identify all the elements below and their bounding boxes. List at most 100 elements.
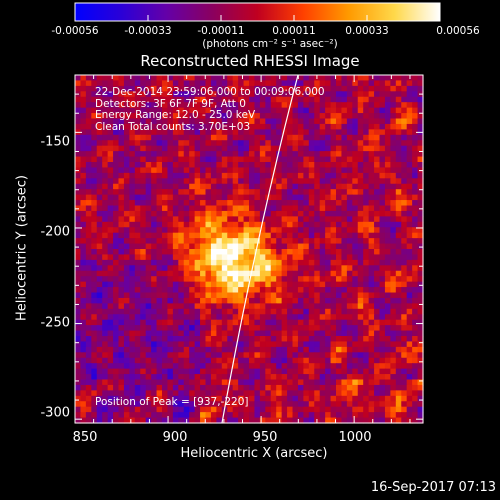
image-pixel — [102, 406, 109, 413]
image-pixel — [221, 107, 228, 114]
image-pixel — [406, 118, 413, 125]
image-pixel — [113, 330, 120, 337]
image-pixel — [194, 123, 201, 130]
image-pixel — [145, 227, 152, 234]
image-pixel — [297, 281, 304, 288]
image-pixel — [308, 281, 315, 288]
image-pixel — [346, 276, 353, 283]
image-pixel — [281, 330, 288, 337]
image-pixel — [276, 243, 283, 250]
image-pixel — [379, 406, 386, 413]
image-pixel — [363, 129, 370, 136]
image-pixel — [254, 140, 261, 147]
image-pixel — [172, 205, 179, 212]
image-pixel — [156, 406, 163, 413]
image-pixel — [363, 102, 370, 109]
image-pixel — [194, 118, 201, 125]
image-pixel — [162, 417, 169, 424]
image-pixel — [227, 91, 234, 98]
image-pixel — [341, 390, 348, 397]
image-pixel — [129, 156, 136, 163]
image-pixel — [259, 314, 266, 321]
image-pixel — [194, 303, 201, 310]
image-pixel — [346, 91, 353, 98]
image-pixel — [314, 374, 321, 381]
image-pixel — [412, 406, 419, 413]
image-pixel — [162, 341, 169, 348]
image-pixel — [254, 352, 261, 359]
image-pixel — [314, 319, 321, 326]
image-pixel — [276, 357, 283, 364]
image-pixel — [145, 221, 152, 228]
image-pixel — [265, 406, 272, 413]
image-pixel — [91, 401, 98, 408]
image-pixel — [401, 151, 408, 158]
image-pixel — [336, 352, 343, 359]
image-pixel — [189, 346, 196, 353]
image-pixel — [189, 330, 196, 337]
image-pixel — [145, 129, 152, 136]
image-pixel — [270, 194, 277, 201]
image-pixel — [243, 140, 250, 147]
image-pixel — [221, 167, 228, 174]
image-pixel — [156, 303, 163, 310]
image-pixel — [265, 243, 272, 250]
image-pixel — [259, 227, 266, 234]
image-pixel — [341, 243, 348, 250]
image-pixel — [401, 227, 408, 234]
image-pixel — [259, 254, 266, 261]
image-pixel — [210, 412, 217, 419]
image-pixel — [91, 292, 98, 299]
image-pixel — [249, 145, 256, 152]
image-pixel — [336, 243, 343, 250]
image-pixel — [276, 91, 283, 98]
image-pixel — [336, 303, 343, 310]
image-pixel — [102, 96, 109, 103]
image-pixel — [96, 384, 103, 391]
image-pixel — [113, 134, 120, 141]
image-pixel — [162, 227, 169, 234]
image-pixel — [341, 341, 348, 348]
image-pixel — [292, 243, 299, 250]
image-pixel — [129, 384, 136, 391]
image-pixel — [308, 297, 315, 304]
image-pixel — [151, 395, 158, 402]
image-pixel — [395, 379, 402, 386]
image-pixel — [75, 194, 82, 201]
image-pixel — [303, 172, 310, 179]
image-pixel — [254, 336, 261, 343]
image-pixel — [352, 243, 359, 250]
image-pixel — [259, 346, 266, 353]
image-pixel — [265, 102, 272, 109]
image-pixel — [336, 417, 343, 424]
image-pixel — [384, 216, 391, 223]
image-pixel — [417, 189, 424, 196]
image-pixel — [134, 216, 141, 223]
image-pixel — [363, 249, 370, 256]
image-pixel — [363, 259, 370, 266]
image-pixel — [162, 330, 169, 337]
image-pixel — [189, 140, 196, 147]
image-pixel — [183, 210, 190, 217]
image-pixel — [287, 129, 294, 136]
image-pixel — [145, 417, 152, 424]
image-pixel — [363, 357, 370, 364]
image-pixel — [281, 205, 288, 212]
image-pixel — [200, 249, 207, 256]
image-pixel — [167, 189, 174, 196]
image-pixel — [189, 412, 196, 419]
image-pixel — [336, 232, 343, 239]
image-pixel — [113, 205, 120, 212]
image-pixel — [85, 227, 92, 234]
image-pixel — [325, 221, 332, 228]
image-pixel — [85, 297, 92, 304]
image-pixel — [194, 379, 201, 386]
image-pixel — [123, 401, 130, 408]
image-pixel — [80, 287, 87, 294]
image-pixel — [134, 287, 141, 294]
image-pixel — [390, 281, 397, 288]
image-pixel — [80, 227, 87, 234]
image-pixel — [194, 401, 201, 408]
image-pixel — [325, 200, 332, 207]
image-pixel — [346, 162, 353, 169]
